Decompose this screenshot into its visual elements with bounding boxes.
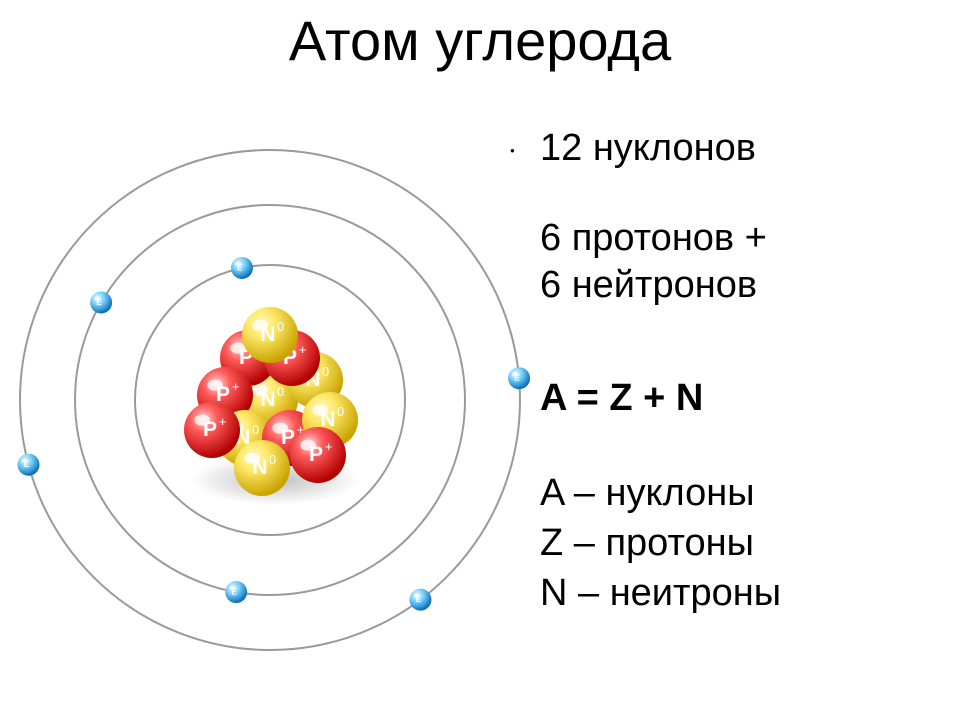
electron-sphere: E [231, 257, 253, 279]
svg-text:0: 0 [277, 385, 284, 399]
svg-text:+: + [232, 380, 239, 394]
proton-sphere: P+ [290, 427, 346, 483]
electron-sphere: E [508, 367, 530, 389]
legend-n: N – неитроны [540, 570, 781, 618]
svg-text:E: E [96, 298, 102, 307]
svg-text:+: + [299, 343, 306, 357]
svg-text:0: 0 [322, 365, 329, 379]
formula-line: A = Z + N [540, 375, 703, 423]
svg-text:0: 0 [269, 453, 276, 467]
svg-text:N: N [252, 456, 267, 479]
svg-text:0: 0 [277, 320, 284, 334]
svg-text:N: N [260, 323, 275, 346]
svg-text:E: E [24, 460, 30, 469]
proton-sphere: P+ [184, 402, 240, 458]
svg-text:0: 0 [337, 405, 344, 419]
svg-text:E: E [231, 587, 237, 596]
svg-text:+: + [219, 415, 226, 429]
page-title: Атом углерода [0, 8, 960, 73]
protons-line-1: 6 протонов + [540, 215, 767, 263]
svg-text:E: E [416, 595, 422, 604]
svg-text:P: P [309, 443, 323, 466]
svg-text:E: E [237, 263, 243, 272]
svg-text:P: P [203, 418, 217, 441]
electron-sphere: E [409, 589, 431, 611]
svg-text:+: + [325, 440, 332, 454]
atom-diagram: N0N0P+P+P+N0P+N0P+N0P+N0 EEEEEE [0, 90, 530, 720]
electron-sphere: E [90, 292, 112, 314]
legend-a: A – нуклоны [540, 470, 755, 518]
protons-line-2: 6 нейтронов [540, 262, 757, 310]
svg-text:0: 0 [252, 423, 259, 437]
electron-sphere: E [225, 581, 247, 603]
legend-z: Z – протоны [540, 520, 754, 568]
electron-sphere: E [18, 454, 40, 476]
svg-text:E: E [514, 374, 520, 383]
neutron-sphere: N0 [234, 440, 290, 496]
svg-text:N: N [260, 388, 275, 411]
nucleons-line: 12 нуклонов [540, 125, 756, 173]
nucleus: N0N0P+P+P+N0P+N0P+N0P+N0 [184, 307, 360, 505]
neutron-sphere: N0 [242, 307, 298, 363]
